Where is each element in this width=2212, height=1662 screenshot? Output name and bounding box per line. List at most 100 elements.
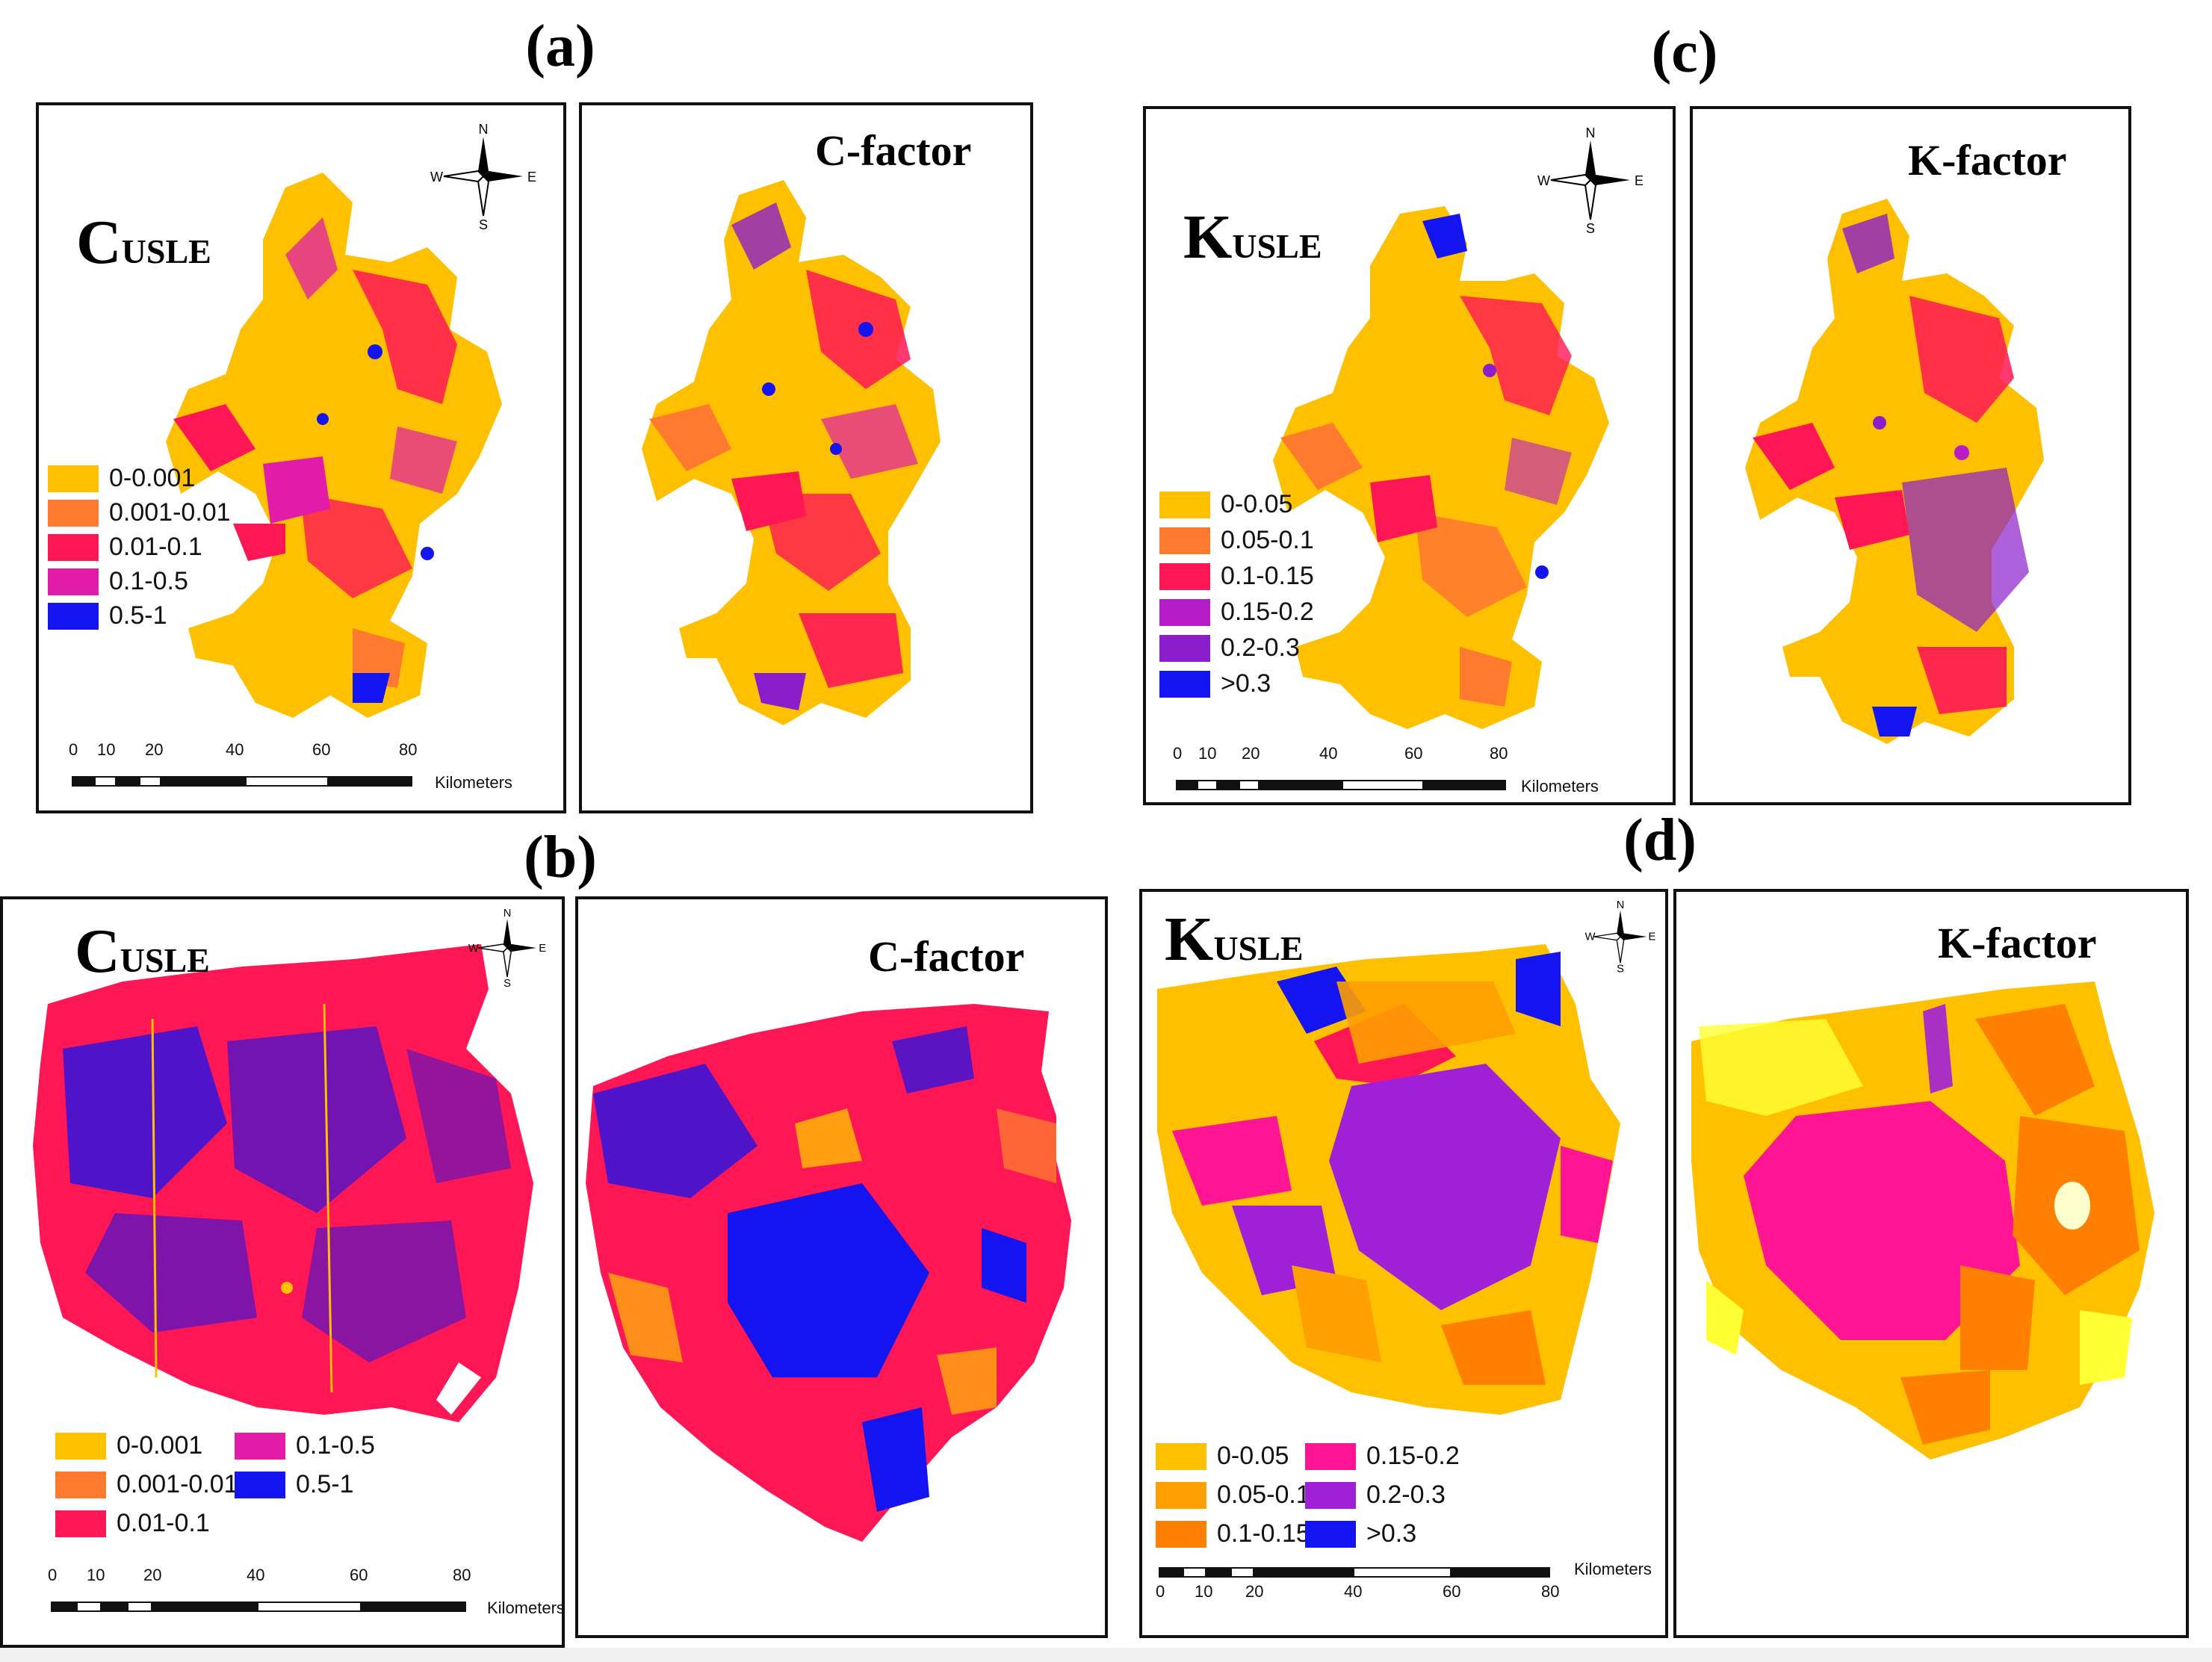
map-c-kusle	[1273, 206, 1609, 729]
scale-tick-label: 10	[87, 1566, 105, 1584]
panel-label-b: (b)	[524, 825, 597, 890]
scale-segment	[1183, 1567, 1206, 1578]
legend-swatch	[1159, 634, 1210, 662]
scale-segment	[94, 776, 117, 787]
legend-swatch	[1305, 1442, 1356, 1470]
legend-b: 0-0.001 0.001-0.01 0.01-0.1 0.1-0.5 0.5-…	[55, 1431, 474, 1551]
panel-label-d: (d)	[1623, 807, 1697, 873]
scale-tick-label: 80	[453, 1566, 471, 1584]
scale-tick-label: 10	[97, 740, 116, 759]
scale-tick-label: 0	[1156, 1582, 1165, 1601]
legend-item: 0-0.05	[1156, 1442, 1289, 1471]
d-left-title-sub: USLE	[1213, 929, 1304, 967]
legend-item: 0.2-0.3	[1305, 1480, 1446, 1510]
map-b-cfactor	[586, 1004, 1071, 1542]
scale-bar-d: 0 10 20 40 60 80 Kilometers	[1156, 1557, 1656, 1616]
legend-swatch	[1159, 491, 1210, 518]
c-left-title: KUSLE	[1183, 206, 1322, 269]
panel-a-cusle-map: CUSLE N S E W 0-0.001 0.001-0.01 0.01-0.…	[36, 102, 566, 813]
map-c-kfactor	[1745, 199, 2044, 744]
compass-w: W	[1585, 931, 1596, 943]
legend-swatch	[1159, 527, 1210, 554]
scale-segment	[329, 776, 412, 787]
scale-segment	[1218, 780, 1239, 790]
compass-e: E	[539, 943, 546, 955]
scale-tick-label: 0	[69, 740, 78, 759]
scale-segment	[1230, 1567, 1254, 1578]
scale-tick-label: 40	[1344, 1582, 1363, 1601]
compass-n: N	[1586, 125, 1596, 140]
scale-tick-label: 80	[1490, 744, 1508, 763]
legend-item: 0-0.001	[48, 464, 195, 493]
scale-tick-label: 10	[1198, 744, 1217, 763]
legend-swatch	[48, 602, 99, 630]
compass-icon: N S E W	[1585, 899, 1656, 974]
scale-tick-label: 20	[145, 740, 164, 759]
legend-swatch	[48, 465, 99, 492]
scale-tick-label: 0	[48, 1566, 58, 1584]
scale-tick-label: 20	[143, 1566, 162, 1584]
scale-tick-label: 80	[1541, 1582, 1560, 1601]
d-right-title: K-factor	[1938, 919, 2097, 967]
scale-segment	[362, 1601, 466, 1612]
legend-item: 0.1-0.15	[1156, 1519, 1310, 1548]
b-right-title: C-factor	[868, 932, 1025, 981]
b-left-title-cap: C	[75, 917, 120, 986]
panel-a-cfactor-map: C-factor	[579, 102, 1033, 813]
legend-swatch	[48, 533, 99, 561]
legend-swatch	[1305, 1520, 1356, 1548]
b-left-title: CUSLE	[75, 920, 210, 983]
scale-tick-label: 0	[1173, 744, 1183, 763]
scale-tick-label: 60	[1404, 744, 1423, 763]
scale-unit: Kilometers	[1574, 1560, 1652, 1578]
legend-swatch	[1159, 562, 1210, 590]
compass-e: E	[1635, 173, 1643, 188]
b-left-title-sub: USLE	[120, 941, 210, 979]
c-left-title-cap: K	[1183, 202, 1233, 272]
panel-d-kusle-map: KUSLE N S E W 0-0.05 0.15-0.2 0.05-0.1 0…	[1139, 889, 1668, 1638]
legend-c: 0-0.05 0.05-0.1 0.1-0.15 0.15-0.2 0.2-0.…	[1159, 490, 1384, 714]
scale-unit: Kilometers	[435, 773, 512, 792]
legend-item: 0.1-0.5	[235, 1431, 375, 1460]
compass-w: W	[430, 170, 443, 185]
legend-swatch	[1156, 1442, 1206, 1470]
panel-c-kusle-map: KUSLE N S E W 0-0.05 0.05-0.1 0.1-0.15 0…	[1143, 106, 1676, 805]
scale-bar-a: 0 10 20 40 60 80 Kilometers	[69, 740, 563, 800]
scale-segment	[161, 776, 245, 787]
bottom-bar	[0, 1648, 2212, 1662]
legend-swatch	[235, 1471, 285, 1498]
compass-w: W	[468, 943, 479, 955]
legend-item: >0.3	[1159, 669, 1271, 698]
compass-icon: N S E W	[430, 122, 536, 232]
legend-item: 0.001-0.01	[48, 498, 231, 527]
compass-s: S	[1586, 221, 1595, 236]
legend-swatch	[55, 1510, 106, 1537]
legend-swatch	[1156, 1520, 1206, 1548]
legend-swatch	[55, 1432, 106, 1460]
legend-item: 0.5-1	[48, 601, 167, 630]
legend-swatch	[48, 499, 99, 527]
scale-segment	[72, 776, 94, 787]
c-left-title-sub: USLE	[1232, 227, 1322, 265]
compass-s: S	[1617, 963, 1624, 974]
a-left-title-sub: USLE	[121, 232, 211, 270]
scale-segment	[102, 1601, 127, 1612]
panel-b-cfactor-map: C-factor	[575, 896, 1108, 1638]
scale-tick-label: 40	[247, 1566, 265, 1584]
legend-item: 0.05-0.1	[1159, 526, 1314, 555]
panel-c-kfactor-map: K-factor	[1690, 106, 2131, 805]
compass-n: N	[504, 908, 512, 920]
scale-tick-label: 40	[226, 740, 244, 759]
scale-segment	[1424, 780, 1506, 790]
legend-item: 0-0.001	[55, 1431, 202, 1460]
legend-item: 0.05-0.1	[1156, 1480, 1310, 1510]
legend-swatch	[48, 568, 99, 595]
panel-d-kfactor-map: K-factor	[1673, 889, 2189, 1638]
scale-segment	[1159, 1567, 1183, 1578]
panel-label-a: (a)	[525, 13, 595, 79]
d-left-title: KUSLE	[1165, 908, 1304, 971]
legend-item: 0.01-0.1	[55, 1509, 210, 1538]
scale-segment	[139, 776, 161, 787]
compass-n: N	[479, 122, 489, 137]
compass-icon: N S E W	[468, 908, 546, 989]
